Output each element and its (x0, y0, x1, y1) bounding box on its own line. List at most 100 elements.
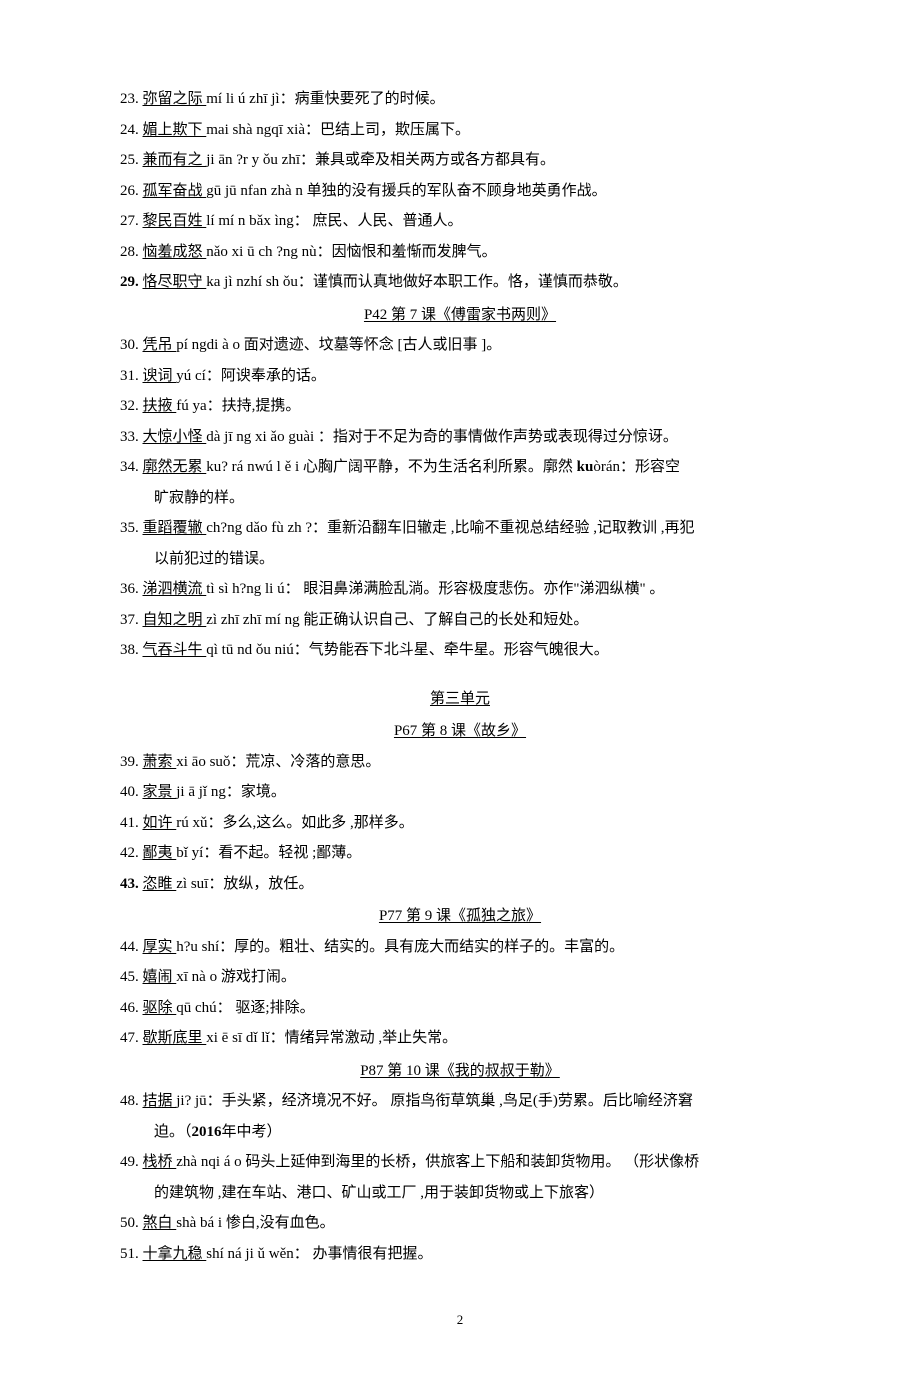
entry-continuation: 的建筑物 ,建在车站、港口、矿山或工厂 ,用于装卸货物或上下旅客） (120, 1179, 800, 1208)
entry-definition: lí mí n bǎx ìng： 庶民、人民、普通人。 (206, 213, 462, 229)
entry-definition: dà jī ng xi ǎo guài ：指对于不足为奇的事情做作声势或表现得过… (206, 429, 678, 445)
vocab-entry: 42. 鄙夷 bǐ yí：看不起。轻视 ;鄙薄。 (120, 839, 800, 868)
vocab-entry: 38. 气吞斗牛 qì tū nd ǒu niú：气势能吞下北斗星、牵牛星。形容… (120, 636, 800, 665)
entry-definition: bǐ yí：看不起。轻视 ;鄙薄。 (176, 845, 361, 861)
entry-definition: gū jū nfan zhà n 单独的没有援兵的军队奋不顾身地英勇作战。 (206, 183, 606, 199)
vocab-entry: 40. 家景 ji ā jǐ ng：家境。 (120, 778, 800, 807)
vocab-entry: 51. 十拿九稳 shí ná ji ǔ wěn： 办事情很有把握。 (120, 1240, 800, 1269)
entry-number: 46. (120, 1000, 143, 1016)
entry-continuation: 迫。（2016年中考） (120, 1118, 800, 1147)
entry-definition: pí ngdi à o 面对遗迹、坟墓等怀念 [古人或旧事 ]。 (176, 337, 501, 353)
section-heading-4: P87 第 10 课《我的叔叔于勒》 (120, 1057, 800, 1086)
entry-number: 44. (120, 939, 143, 955)
entry-definition: zì suī：放纵，放任。 (176, 876, 313, 892)
entry-number: 51. (120, 1246, 143, 1262)
entry-number: 33. (120, 429, 143, 445)
entry-term: 大惊小怪 (143, 429, 207, 445)
entry-term: 萧索 (143, 754, 177, 770)
entry-definition: xi ē sī dǐ lǐ：情绪异常激动 ,举止失常。 (206, 1030, 457, 1046)
entry-definition: ji? jū：手头紧，经济境况不好。 原指鸟衔草筑巢 ,鸟足(手)劳累。后比喻经… (176, 1093, 693, 1109)
entry-text: 的建筑物 ,建在车站、港口、矿山或工厂 ,用于装卸货物或上下旅客） (154, 1185, 604, 1201)
vocab-entry: 25. 兼而有之 ji ān ?r y ǒu zhī：兼具或牵及相关两方或各方都… (120, 146, 800, 175)
entry-term: 如许 (143, 815, 177, 831)
vocab-entry: 48. 拮据 ji? jū：手头紧，经济境况不好。 原指鸟衔草筑巢 ,鸟足(手)… (120, 1087, 800, 1116)
entry-term: 弥留之际 (143, 91, 207, 107)
vocab-entry: 30. 凭吊 pí ngdi à o 面对遗迹、坟墓等怀念 [古人或旧事 ]。 (120, 331, 800, 360)
entry-term: 媚上欺下 (143, 122, 207, 138)
entry-definition: zhà nqi á o 码头上延伸到海里的长桥，供旅客上下船和装卸货物用。 （形… (176, 1154, 699, 1170)
entry-number: 41. (120, 815, 143, 831)
entry-definition: qì tū nd ǒu niú：气势能吞下北斗星、牵牛星。形容气魄很大。 (206, 642, 609, 658)
unit-heading: 第三单元 (120, 685, 800, 714)
entry-term: 十拿九稳 (143, 1246, 207, 1262)
vocab-entry: 27. 黎民百姓 lí mí n bǎx ìng： 庶民、人民、普通人。 (120, 207, 800, 236)
entry-term: 栈桥 (143, 1154, 177, 1170)
vocab-entry: 36. 涕泗横流 tì sì h?ng li ú： 眼泪鼻涕满脸乱淌。形容极度悲… (120, 575, 800, 604)
entry-definition: ji ā jǐ ng：家境。 (176, 784, 286, 800)
entry-number: 45. (120, 969, 143, 985)
entries-block-2: 30. 凭吊 pí ngdi à o 面对遗迹、坟墓等怀念 [古人或旧事 ]。3… (120, 331, 800, 665)
entry-term: 鄙夷 (143, 845, 177, 861)
entry-definition: ch?ng dǎo fù zh ?：重新沿翻车旧辙走 ,比喻不重视总结经验 ,记… (206, 520, 694, 536)
entry-definition: qū chú： 驱逐;排除。 (176, 1000, 314, 1016)
entries-block-1: 23. 弥留之际 mí li ú zhī jì：病重快要死了的时候。24. 媚上… (120, 85, 800, 297)
section-heading-1: P42 第 7 课《傅雷家书两则》 (120, 301, 800, 330)
entry-definition: rú xǔ：多么,这么。如此多 ,那样多。 (176, 815, 414, 831)
entry-continuation: 以前犯过的错误。 (120, 545, 800, 574)
vocab-entry: 41. 如许 rú xǔ：多么,这么。如此多 ,那样多。 (120, 809, 800, 838)
entries-block-5: 48. 拮据 ji? jū：手头紧，经济境况不好。 原指鸟衔草筑巢 ,鸟足(手)… (120, 1087, 800, 1268)
entry-term: 驱除 (143, 1000, 177, 1016)
entry-number: 48. (120, 1093, 143, 1109)
entry-number: 28. (120, 244, 143, 260)
vocab-entry: 45. 嬉闹 xī nà o 游戏打闹。 (120, 963, 800, 992)
vocab-entry: 39. 萧索 xi āo suǒ：荒凉、冷落的意思。 (120, 748, 800, 777)
entry-definition: fú ya：扶持,提携。 (176, 398, 300, 414)
entry-term: 厚实 (143, 939, 177, 955)
vocab-entry: 28. 恼羞成怒 nǎo xi ū ch ?ng nù：因恼恨和羞惭而发脾气。 (120, 238, 800, 267)
entry-number: 31. (120, 368, 143, 384)
bold-text: 2016 (192, 1124, 222, 1140)
entry-term: 扶掖 (143, 398, 177, 414)
vocab-entry: 34. 廓然无累 ku? rá nwú l ě i 心胸广阔平静，不为生活名利所… (120, 453, 800, 482)
entry-term: 恪尽职守 (143, 274, 207, 290)
vocab-entry: 43. 恣睢 zì suī：放纵，放任。 (120, 870, 800, 899)
entry-number: 50. (120, 1215, 143, 1231)
entry-definition: yú cí：阿谀奉承的话。 (176, 368, 326, 384)
entry-definition: zì zhī zhī mí ng 能正确认识自己、了解自己的长处和短处。 (206, 612, 588, 628)
entry-definition: mí li ú zhī jì：病重快要死了的时候。 (206, 91, 444, 107)
entries-block-3: 39. 萧索 xi āo suǒ：荒凉、冷落的意思。40. 家景 ji ā jǐ… (120, 748, 800, 899)
entry-term: 黎民百姓 (143, 213, 207, 229)
entry-term: 兼而有之 (143, 152, 207, 168)
entry-term: 拮据 (143, 1093, 177, 1109)
entry-term: 歇斯底里 (143, 1030, 207, 1046)
page-number: 2 (120, 1308, 800, 1333)
entry-term: 恼羞成怒 (143, 244, 207, 260)
vocab-entry: 47. 歇斯底里 xi ē sī dǐ lǐ：情绪异常激动 ,举止失常。 (120, 1024, 800, 1053)
entry-number: 35. (120, 520, 143, 536)
entry-text: 旷寂静的样。 (154, 490, 244, 506)
entry-term: 气吞斗牛 (143, 642, 207, 658)
entry-term: 重蹈覆辙 (143, 520, 207, 536)
entry-number: 29. (120, 274, 143, 290)
entry-number: 26. (120, 183, 143, 199)
entry-term: 涕泗横流 (143, 581, 207, 597)
entry-number: 30. (120, 337, 143, 353)
vocab-entry: 31. 谀词 yú cí：阿谀奉承的话。 (120, 362, 800, 391)
vocab-entry: 33. 大惊小怪 dà jī ng xi ǎo guài ：指对于不足为奇的事情… (120, 423, 800, 452)
entry-definition: ji ān ?r y ǒu zhī：兼具或牵及相关两方或各方都具有。 (206, 152, 555, 168)
vocab-entry: 26. 孤军奋战 gū jū nfan zhà n 单独的没有援兵的军队奋不顾身… (120, 177, 800, 206)
entry-definition: shà bá i 惨白,没有血色。 (176, 1215, 334, 1231)
entry-number: 23. (120, 91, 143, 107)
entry-term: 自知之明 (143, 612, 207, 628)
vocab-entry: 32. 扶掖 fú ya：扶持,提携。 (120, 392, 800, 421)
entry-number: 36. (120, 581, 143, 597)
entry-number: 25. (120, 152, 143, 168)
entry-definition: tì sì h?ng li ú： 眼泪鼻涕满脸乱淌。形容极度悲伤。亦作"涕泗纵横… (206, 581, 664, 597)
vocab-entry: 44. 厚实 h?u shí：厚的。粗壮、结实的。具有庞大而结实的样子的。丰富的… (120, 933, 800, 962)
entry-text: òrán：形容空 (593, 459, 680, 475)
entry-number: 34. (120, 459, 143, 475)
entry-number: 47. (120, 1030, 143, 1046)
vocab-entry: 23. 弥留之际 mí li ú zhī jì：病重快要死了的时候。 (120, 85, 800, 114)
vocab-entry: 46. 驱除 qū chú： 驱逐;排除。 (120, 994, 800, 1023)
entry-text: 以前犯过的错误。 (154, 551, 274, 567)
